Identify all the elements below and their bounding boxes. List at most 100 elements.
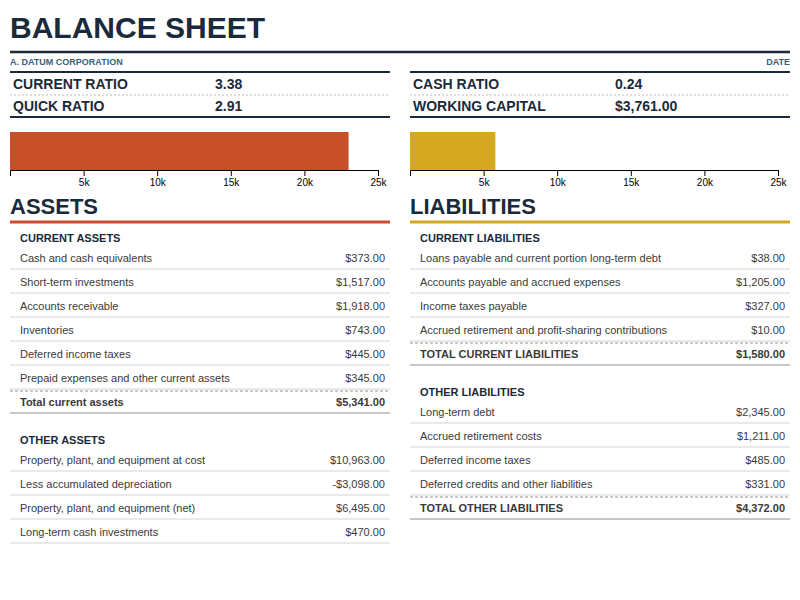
separator	[10, 293, 390, 294]
separator	[410, 519, 790, 520]
table: CURRENT LIABILITIES Loans payable and cur…	[410, 232, 790, 519]
total-value: $4,372.00	[736, 502, 785, 514]
tick: 20k	[697, 170, 714, 188]
tick-mark	[231, 170, 232, 176]
chart: 5k10k15k20k25kASSETSCURRENT ASSETSCash a…	[10, 132, 390, 543]
ratio-value: 0.24	[615, 76, 642, 92]
row-name: Cash and cash equivalents	[20, 252, 153, 264]
row-value: $327.00	[745, 300, 785, 312]
tick-label: 15k	[623, 177, 640, 188]
rule	[10, 116, 390, 118]
tick: 10k	[550, 170, 567, 188]
table-heading: CURRENT LIABILITIES	[420, 232, 540, 244]
rule	[10, 51, 790, 54]
tick-mark	[778, 170, 779, 176]
tick: 25k	[770, 170, 787, 188]
ratio-box: CURRENT RATIO3.38QUICK RATIO2.91	[10, 72, 390, 117]
ratio-label: QUICK RATIO	[13, 98, 105, 114]
separator	[410, 423, 790, 424]
row-value: $1,205.00	[736, 276, 785, 288]
separator	[10, 341, 390, 342]
axis-line	[11, 171, 379, 177]
separator	[10, 365, 390, 366]
row-value: $445.00	[345, 348, 385, 360]
section-title: ASSETS	[10, 194, 98, 219]
bar	[410, 132, 495, 170]
tick-mark	[631, 170, 632, 176]
tick-label: 5k	[79, 177, 91, 188]
section-rule	[10, 221, 390, 224]
row-name: Property, plant, and equipment (net)	[20, 502, 195, 514]
separator	[10, 389, 390, 390]
tick: 5k	[479, 170, 491, 188]
plot-area	[410, 132, 495, 170]
separator	[410, 343, 790, 344]
row-value: $1,211.00	[737, 430, 785, 442]
total-name: Total current assets	[20, 396, 124, 408]
row-name: Accounts receivable	[20, 300, 118, 312]
table-heading: OTHER ASSETS	[20, 434, 105, 446]
ratio-label: WORKING CAPITAL	[413, 98, 546, 114]
row-name: Loans payable and current portion long-t…	[420, 252, 661, 264]
tick-label: 10k	[150, 177, 167, 188]
separator	[10, 471, 390, 472]
row-value: $345.00	[345, 372, 385, 384]
tick: 15k	[223, 170, 240, 188]
separator	[10, 495, 390, 496]
x-axis: 5k10k15k20k25k	[11, 170, 388, 188]
row-value: $373.00	[345, 252, 385, 264]
ratio-label: CASH RATIO	[413, 76, 499, 92]
x-axis: 5k 10k 15k 20k 25k	[411, 170, 788, 188]
tick: 25k	[370, 170, 387, 188]
row-value: $470.00	[345, 526, 385, 538]
ratio-value: $3,761.00	[615, 98, 677, 114]
row-value: $331.00	[745, 478, 785, 490]
table: CURRENT ASSETS Cash and cash equivalents $…	[10, 232, 390, 543]
row-value: $485.00	[745, 454, 785, 466]
tick-label: 5k	[479, 177, 491, 188]
total-name: TOTAL OTHER LIABILITIES	[420, 502, 563, 514]
row-name: Deferred income taxes	[420, 454, 531, 466]
rule	[410, 71, 790, 73]
row-name: Deferred credits and other liabilities	[420, 478, 593, 490]
title: BALANCE SHEET	[10, 11, 265, 44]
separator	[10, 391, 390, 392]
separator	[10, 543, 390, 544]
total-value: $1,580.00	[736, 348, 785, 360]
rule	[10, 71, 390, 73]
row-name: Inventories	[20, 324, 74, 336]
separator	[410, 497, 790, 498]
tick-label: 20k	[697, 177, 714, 188]
separator	[10, 269, 390, 270]
table-heading: OTHER LIABILITIES	[420, 386, 525, 398]
separator	[410, 293, 790, 294]
tick-label: 15k	[223, 177, 240, 188]
separator	[10, 95, 390, 96]
annotation: DATE	[766, 57, 790, 67]
ratio-value: 2.91	[215, 98, 242, 114]
tick: 15k	[623, 170, 640, 188]
separator	[410, 495, 790, 496]
tick: 5k	[79, 170, 91, 188]
tick-mark	[557, 170, 558, 176]
ratio-value: 3.38	[215, 76, 242, 92]
subtitle: A. DATUM CORPORATION	[10, 57, 123, 67]
tick-label: 10k	[550, 177, 567, 188]
row-name: Less accumulated depreciation	[20, 478, 172, 490]
separator	[10, 317, 390, 318]
row-value: $743.00	[345, 324, 385, 336]
tick-label: 25k	[370, 177, 387, 188]
tick-mark	[157, 170, 158, 176]
row-value: $10,963.00	[330, 454, 385, 466]
separator	[410, 447, 790, 448]
row-name: Long-term cash investments	[20, 526, 159, 538]
separator	[410, 317, 790, 318]
row-value: $10.00	[751, 324, 785, 336]
tick-mark	[84, 170, 85, 176]
header: BALANCE SHEET A. DATUM CORPORATION DATE	[10, 11, 790, 67]
tick-label: 25k	[770, 177, 787, 188]
row-name: Short-term investments	[20, 276, 134, 288]
tick-mark	[378, 170, 379, 176]
row-value: $38.00	[751, 252, 785, 264]
table-heading: CURRENT ASSETS	[20, 232, 120, 244]
